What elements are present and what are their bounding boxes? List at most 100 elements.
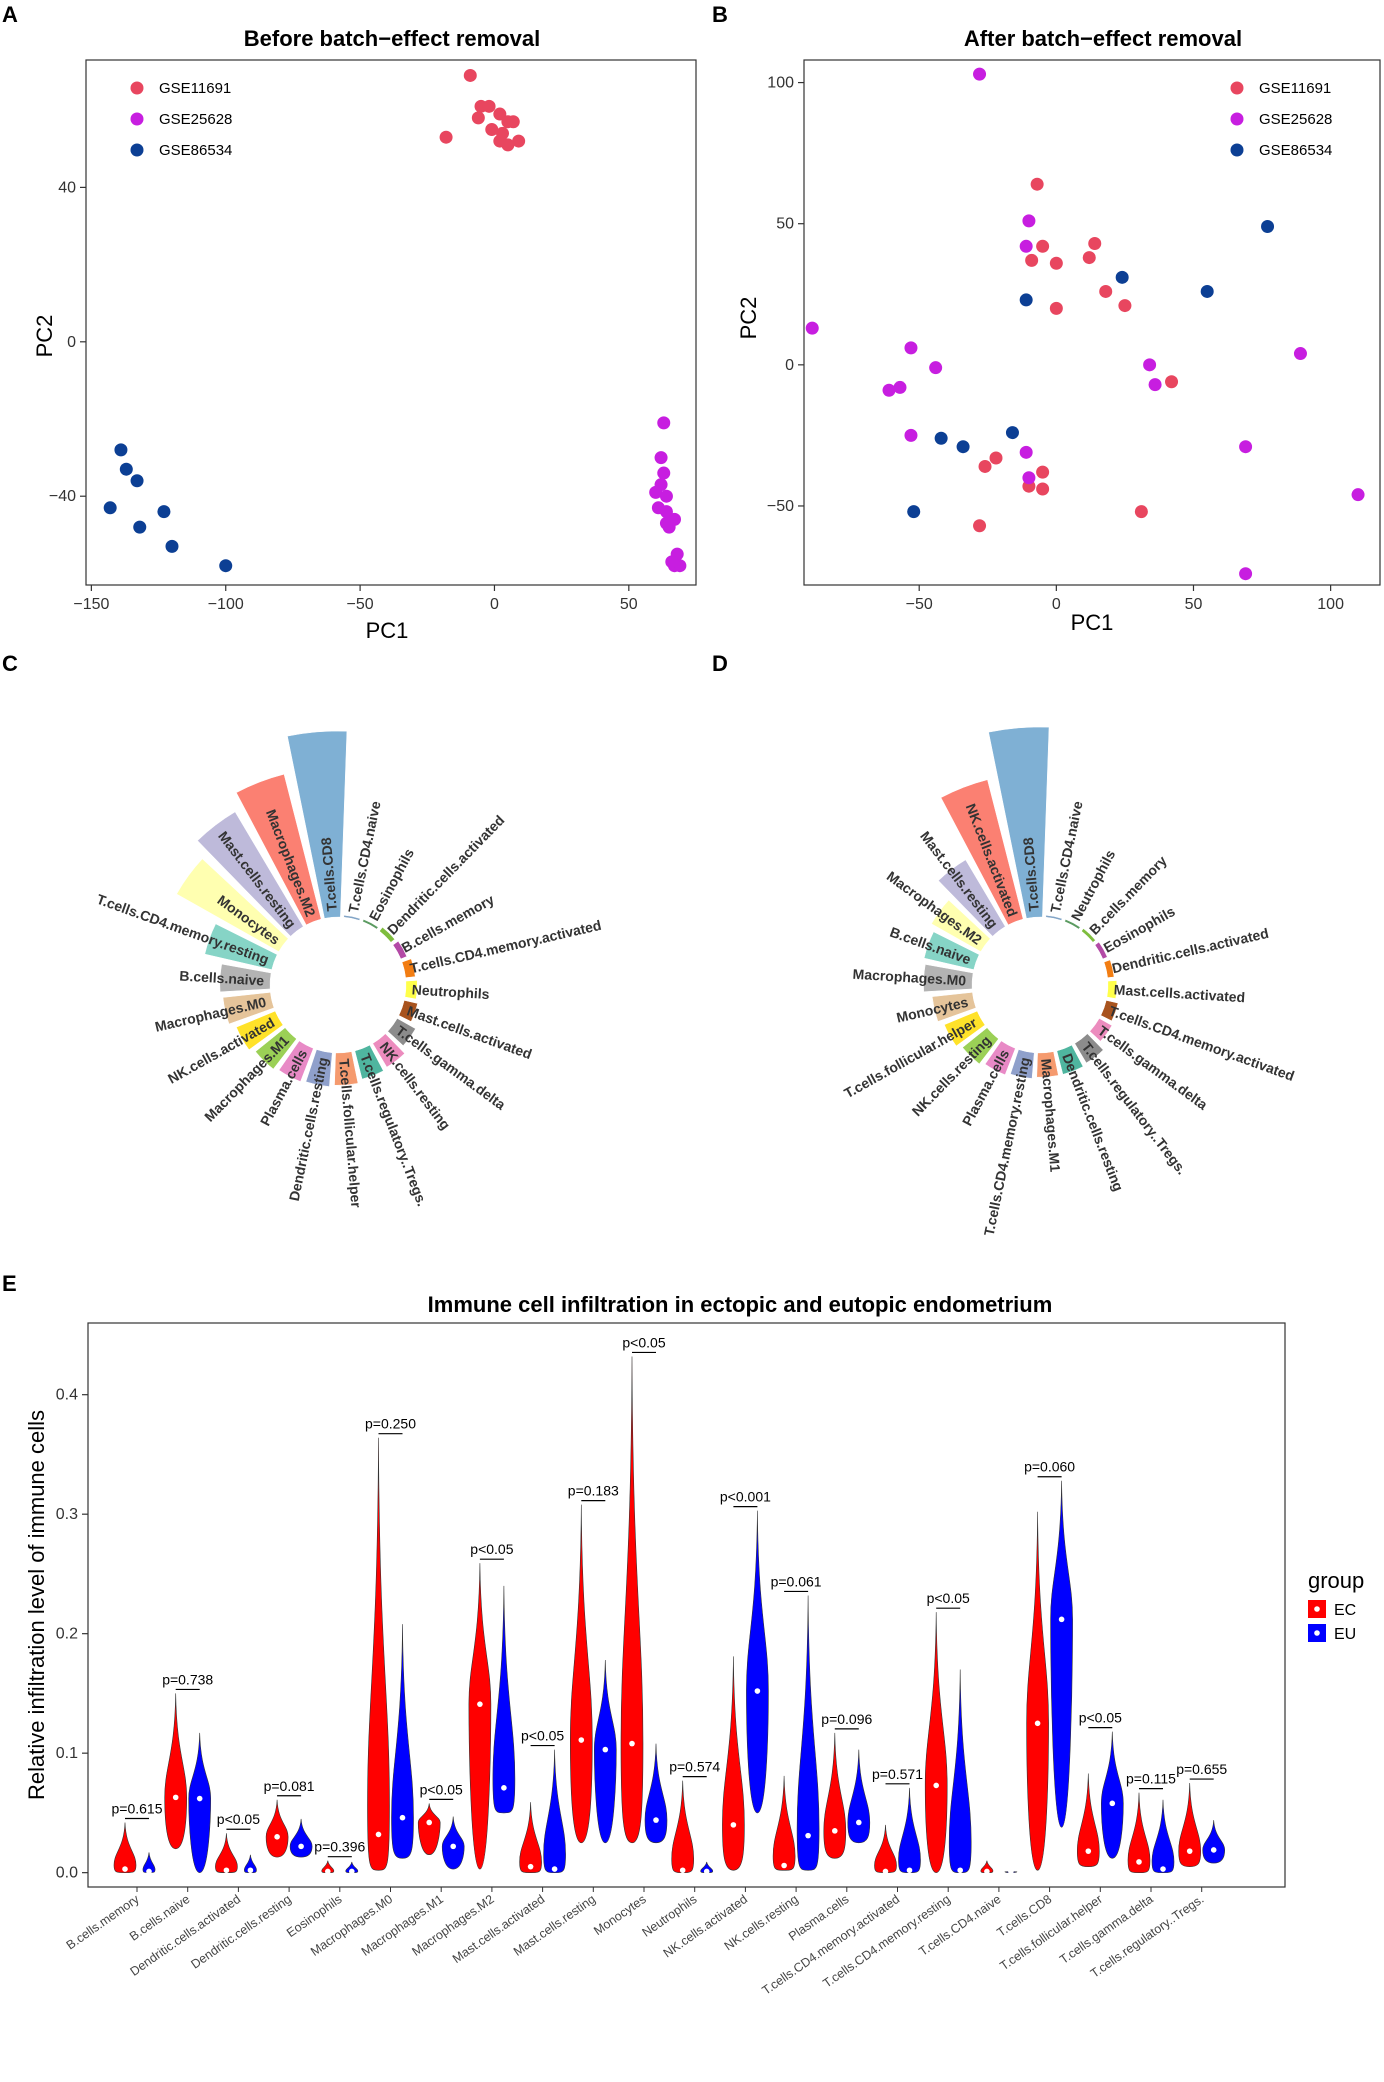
radial-bar xyxy=(334,1051,359,1086)
radial-bar xyxy=(1056,1044,1084,1075)
x-tick-label: −50 xyxy=(906,596,933,613)
violin-eu xyxy=(441,1816,465,1870)
scatter-point-gse11691 xyxy=(1134,505,1148,519)
scatter-point-gse25628 xyxy=(904,428,918,442)
scatter-point-gse11691 xyxy=(978,459,992,473)
legend-label: GSE86534 xyxy=(159,142,232,159)
x-tick-label: B.cells.memory xyxy=(64,1892,143,1953)
scatter-point-gse11691 xyxy=(1025,253,1039,267)
panel-b-title: After batch−effect removal xyxy=(964,26,1242,51)
scatter-point-gse86534 xyxy=(1115,270,1129,284)
violin-eu xyxy=(492,1585,516,1814)
violin-ec-median-dot xyxy=(882,1868,889,1875)
scatter-point-gse25628 xyxy=(1351,488,1365,502)
panel-a-plot-frame xyxy=(85,59,697,586)
violin-ec xyxy=(671,1780,695,1873)
radial-bar xyxy=(1081,928,1096,943)
legend-swatch-dot xyxy=(1314,1630,1320,1636)
violin-ec-median-dot xyxy=(832,1828,838,1834)
panel-a: A Before batch−effect removal −150 −100 −5… xyxy=(2,2,697,643)
radial-bar xyxy=(1103,959,1115,978)
radial-bar xyxy=(940,779,1024,926)
violin-eu-median-dot xyxy=(247,1867,254,1874)
violin-ec-median-dot xyxy=(730,1822,737,1828)
violin-ec-median-dot xyxy=(578,1737,585,1743)
scatter-point-gse86534 xyxy=(130,474,144,488)
radial-bar xyxy=(1010,1049,1035,1079)
legend-label: GSE11691 xyxy=(159,80,231,97)
panel-a-title: Before batch−effect removal xyxy=(244,26,541,51)
x-tick-label: 0 xyxy=(1052,596,1061,613)
scatter-point-gse11691 xyxy=(1036,239,1050,253)
radial-bar xyxy=(1089,1018,1113,1042)
p-value-label: p<0.05 xyxy=(217,1811,260,1827)
violin-ec-median-dot xyxy=(527,1863,534,1870)
legend-swatch-dot xyxy=(1314,1606,1320,1612)
radial-bar xyxy=(944,1010,986,1047)
scatter-point-gse25628 xyxy=(893,380,907,394)
violin-ec xyxy=(215,1833,238,1873)
violin-eu-median-dot xyxy=(906,1867,913,1874)
radial-bar xyxy=(1064,919,1081,930)
p-value-label: p=0.250 xyxy=(365,1416,416,1432)
radial-bar xyxy=(305,1049,333,1087)
violin-eu-median-dot xyxy=(501,1785,507,1791)
scatter-point-gse11691 xyxy=(482,99,496,113)
scatter-point-gse25628 xyxy=(649,485,663,499)
scatter-point-gse25628 xyxy=(1022,471,1036,485)
radial-bar xyxy=(962,1027,999,1065)
p-value-label: p=0.738 xyxy=(162,1671,213,1687)
violin-ec xyxy=(1076,1773,1100,1867)
radial-bar xyxy=(235,773,322,926)
violin-ec-median-dot xyxy=(1186,1848,1193,1854)
scatter-point-gse25628 xyxy=(1019,239,1033,253)
scatter-point-gse86534 xyxy=(934,431,948,445)
x-tick-label: 100 xyxy=(1317,596,1344,613)
panel-e-ylabel: Relative infiltration level of immune ce… xyxy=(24,1410,49,1800)
violin-ec-median-dot xyxy=(933,1782,939,1789)
panel-e-plot-frame xyxy=(87,1322,1286,1888)
radial-bar-label: Macrophages.M0 xyxy=(852,966,967,989)
y-tick-label: 0.0 xyxy=(56,1865,78,1882)
radial-bar xyxy=(398,1000,418,1022)
violin-ec-median-dot xyxy=(781,1862,787,1869)
violin-ec xyxy=(823,1732,847,1859)
x-tick-label: −150 xyxy=(73,596,109,613)
panel-a-letter: A xyxy=(2,2,18,27)
violin-eu xyxy=(391,1624,414,1859)
violin-eu xyxy=(898,1787,921,1873)
panel-e: E Immune cell infiltration in ectopic an… xyxy=(2,1271,1364,1998)
violin-ec xyxy=(620,1356,644,1844)
violin-ec-median-dot xyxy=(1085,1848,1092,1854)
panel-c: C T.cells.CD8 T.cells.CD4.naiveEosinophil… xyxy=(2,651,603,1209)
scatter-point-gse11691 xyxy=(493,107,507,121)
violin-ec xyxy=(924,1612,948,1873)
radial-bar xyxy=(362,919,379,930)
scatter-point-gse11691 xyxy=(989,451,1003,465)
violin-eu xyxy=(1151,1799,1175,1873)
violin-eu xyxy=(289,1818,313,1858)
p-value-label: p<0.05 xyxy=(420,1781,463,1797)
violin-eu-median-dot xyxy=(856,1819,862,1826)
violin-ec-median-dot xyxy=(122,1866,128,1872)
y-tick-label: 40 xyxy=(58,179,76,196)
radial-bar xyxy=(988,726,1050,919)
radial-bar xyxy=(984,1040,1016,1076)
scatter-point-gse11691 xyxy=(1082,251,1096,265)
violin-eu xyxy=(1100,1731,1124,1859)
y-tick-label: 0.2 xyxy=(56,1626,78,1643)
scatter-point-gse25628 xyxy=(929,361,943,375)
violin-eu-median-dot xyxy=(196,1795,203,1802)
violin-ec-median-dot xyxy=(679,1867,686,1874)
radial-bar xyxy=(354,1044,384,1080)
radial-bar xyxy=(1106,980,1118,999)
scatter-point-gse11691 xyxy=(485,122,499,136)
p-value-label: p<0.05 xyxy=(470,1541,513,1557)
scatter-point-gse25628 xyxy=(1293,347,1307,361)
panel-e-plot-area: 0.00.10.20.30.4B.cells.memoryp=0.615B.ce… xyxy=(56,1334,1228,1997)
panel-d-letter: D xyxy=(712,651,728,676)
scatter-point-gse25628 xyxy=(973,67,987,81)
scatter-point-gse86534 xyxy=(1200,284,1214,298)
violin-eu-median-dot xyxy=(1008,1868,1014,1875)
